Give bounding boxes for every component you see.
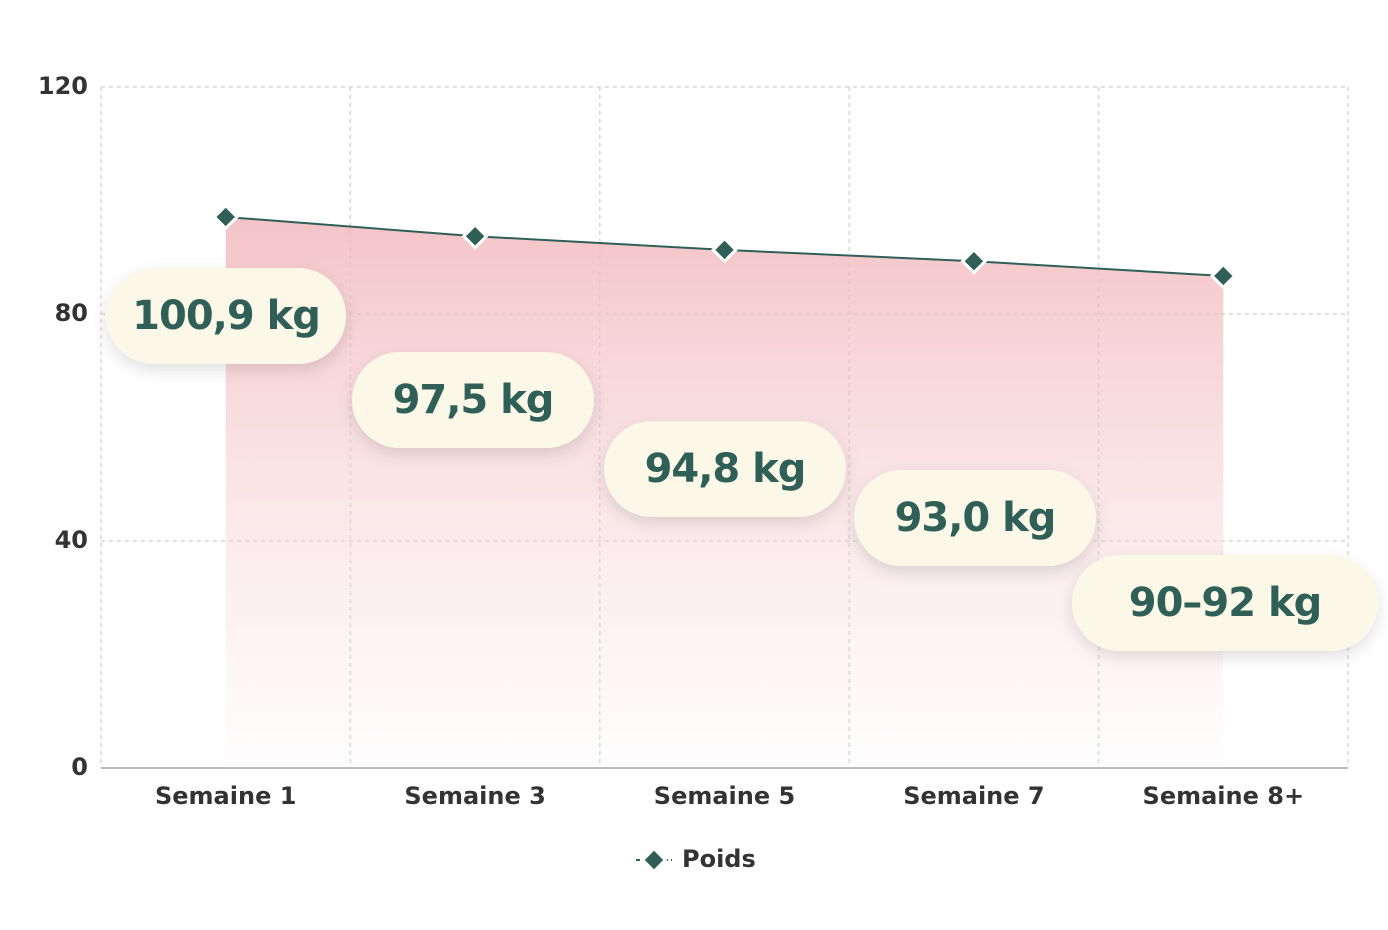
legend-label: Poids xyxy=(682,845,756,873)
x-tick-label: Semaine 5 xyxy=(654,782,795,810)
annotation-label: 93,0 kg xyxy=(895,495,1056,541)
x-tick-label: Semaine 7 xyxy=(903,782,1044,810)
annotation-label: 100,9 kg xyxy=(132,293,320,339)
y-tick-label: 80 xyxy=(55,299,88,327)
y-tick-label: 0 xyxy=(71,753,88,781)
annotation-label: 90–92 kg xyxy=(1129,580,1322,626)
annotation-box xyxy=(1072,555,1378,651)
y-tick-label: 120 xyxy=(38,72,88,100)
annotation-label: 94,8 kg xyxy=(645,446,806,492)
point-marker xyxy=(960,247,988,275)
annotation-box xyxy=(854,470,1096,566)
x-tick-label: Semaine 3 xyxy=(404,782,545,810)
annotation-box xyxy=(604,421,846,517)
annotation-box xyxy=(106,268,346,364)
y-tick-label: 40 xyxy=(55,526,88,554)
point-marker xyxy=(1209,262,1237,290)
x-tick-label: Semaine 8+ xyxy=(1143,782,1305,810)
point-marker xyxy=(461,222,489,250)
point-marker xyxy=(212,203,240,231)
legend-marker xyxy=(640,846,668,874)
x-tick-label: Semaine 1 xyxy=(155,782,296,810)
annotation-box xyxy=(352,352,594,448)
point-marker xyxy=(711,236,738,264)
annotation-label: 97,5 kg xyxy=(393,377,554,423)
